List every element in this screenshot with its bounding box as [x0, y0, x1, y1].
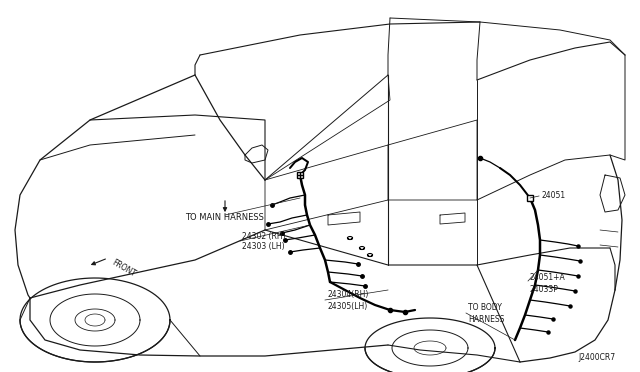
Text: 24304(RH): 24304(RH): [327, 291, 369, 299]
Text: 24303 (LH): 24303 (LH): [242, 243, 285, 251]
Text: 24305(LH): 24305(LH): [327, 301, 367, 311]
Text: 24051+A: 24051+A: [530, 273, 566, 282]
Text: TO BODY: TO BODY: [468, 304, 502, 312]
Text: 24302 (RH): 24302 (RH): [242, 231, 285, 241]
Text: J2400CR7: J2400CR7: [579, 353, 616, 362]
Text: 24033P: 24033P: [530, 285, 559, 294]
Text: TO MAIN HARNESS: TO MAIN HARNESS: [185, 214, 264, 222]
Text: FRONT: FRONT: [110, 257, 137, 278]
Text: 24051: 24051: [541, 192, 565, 201]
Text: HARNESS: HARNESS: [468, 314, 504, 324]
